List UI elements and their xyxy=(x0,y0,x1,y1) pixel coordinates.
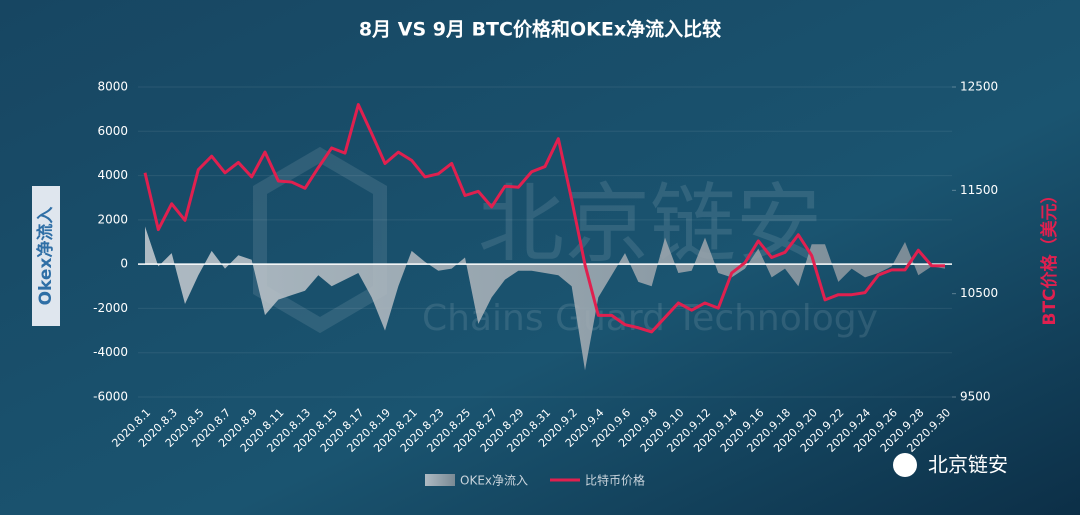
y-tick-label: 8000 xyxy=(97,80,128,94)
chart-title: 8月 VS 9月 BTC价格和OKEx净流入比较 xyxy=(359,18,721,41)
line xyxy=(143,103,945,334)
y-tick-label: 0 xyxy=(120,257,128,271)
y2-axis-title: BTC价格（美元） xyxy=(1039,186,1060,325)
logo-text: 北京链安 xyxy=(928,453,1008,477)
y-tick-label: 6000 xyxy=(97,124,128,138)
y2-tick-label: 9500 xyxy=(960,390,991,404)
y2-tick-label: 11500 xyxy=(960,183,998,197)
y2-tick-label: 10500 xyxy=(960,286,998,300)
watermark-icon xyxy=(253,146,387,334)
y-tick-label: 2000 xyxy=(97,212,128,226)
logo: 北京链安 xyxy=(893,453,1008,477)
y-tick-label: 4000 xyxy=(97,168,128,182)
legend-swatch xyxy=(425,474,455,486)
y-tick-label: -4000 xyxy=(93,345,128,359)
logo-icon xyxy=(893,453,917,477)
legend-label: OKEx净流入 xyxy=(460,474,528,488)
watermark-text: 北京链安 xyxy=(478,174,822,274)
y-axis-title: Okex净流入 xyxy=(35,207,56,306)
y-axis-title-box xyxy=(32,186,60,326)
y-tick-label: -6000 xyxy=(93,390,128,404)
y2-tick-label: 12500 xyxy=(960,80,998,94)
legend-label: 比特币价格 xyxy=(585,473,645,488)
y-tick-label: -2000 xyxy=(93,301,128,315)
